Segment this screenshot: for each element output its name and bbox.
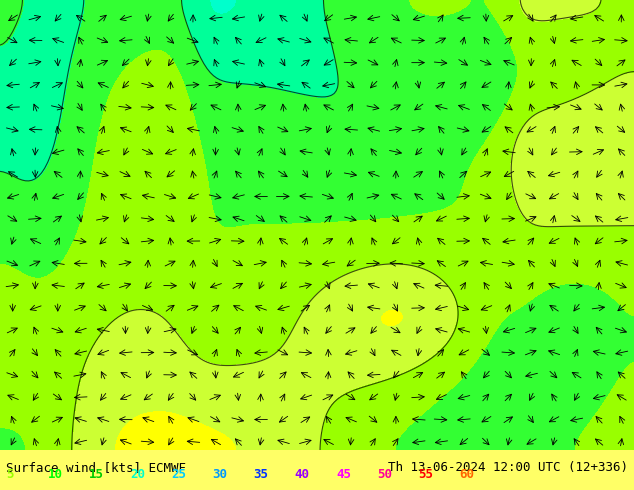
Text: 35: 35 [254,468,269,481]
Text: 15: 15 [89,468,104,481]
Text: 60: 60 [460,468,475,481]
Text: 10: 10 [48,468,63,481]
Text: 30: 30 [212,468,228,481]
Text: 25: 25 [171,468,186,481]
Text: 5: 5 [6,468,14,481]
Text: Th 13-06-2024 12:00 UTC (12+336): Th 13-06-2024 12:00 UTC (12+336) [387,461,628,474]
Text: Surface wind [kts] ECMWF: Surface wind [kts] ECMWF [6,461,186,474]
Text: 45: 45 [336,468,351,481]
Text: 55: 55 [418,468,434,481]
Text: 50: 50 [377,468,392,481]
Text: 40: 40 [295,468,310,481]
Text: 20: 20 [130,468,145,481]
